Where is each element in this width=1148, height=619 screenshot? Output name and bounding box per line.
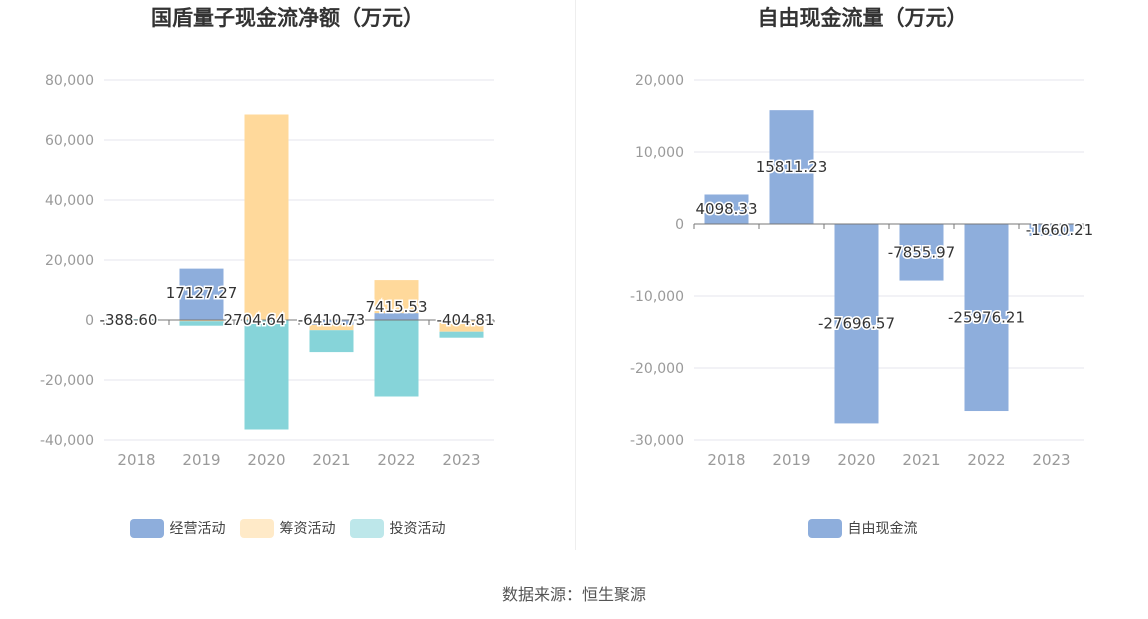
x-tick-label: 2018 xyxy=(707,451,745,469)
x-tick-label: 2022 xyxy=(377,451,415,469)
cash-flow-net-panel: 国盾量子现金流净额（万元） 80,000 60,000 40,000 20,000 0-… xyxy=(0,0,575,560)
data-label: -388.60 xyxy=(100,311,158,329)
data-label: -1660.21 xyxy=(1026,221,1093,239)
data-label: 4098.33 xyxy=(695,200,757,218)
legend-swatch xyxy=(129,518,164,538)
data-label: 15811.23 xyxy=(756,158,828,176)
y-tick-label: 20,000 xyxy=(45,253,94,269)
bar xyxy=(374,320,419,397)
bar xyxy=(704,194,749,224)
bar xyxy=(374,313,419,320)
bar xyxy=(309,330,354,353)
x-tick-label: 2020 xyxy=(837,451,875,469)
legend-item-free-cash-flow[interactable]: 自由现金流 xyxy=(807,518,918,538)
bar xyxy=(769,110,814,224)
legend-item-operating[interactable]: 经营活动 xyxy=(129,518,226,538)
free-cash-flow-chart: 20,000 10,000 0 -10,000 -20,000 -30,000 2018 20… xyxy=(630,73,1095,469)
y-tick-label: 0 xyxy=(675,217,684,233)
bar xyxy=(439,331,484,338)
y-tick-label: 0 xyxy=(85,313,94,329)
free-cash-flow-panel: 自由现金流量（万元） 20,000 10,000 0 -10,000 -20,000 -3… xyxy=(577,0,1148,560)
data-label: -6410.73 xyxy=(298,311,365,329)
data-label: 17127.27 xyxy=(166,284,238,302)
bar xyxy=(179,321,224,326)
legend-item-investing[interactable]: 投资活动 xyxy=(349,518,446,538)
x-tick-label: 2022 xyxy=(967,451,1005,469)
y-tick-label: -10,000 xyxy=(630,289,684,305)
data-label: -404.81 xyxy=(437,311,495,329)
legend-label: 投资活动 xyxy=(389,521,446,537)
legend-label: 自由现金流 xyxy=(847,521,918,537)
free-cash-flow-legend: 自由现金流 xyxy=(577,518,1148,538)
panel-divider xyxy=(575,0,576,550)
bar xyxy=(1029,224,1074,236)
x-tick-label: 2023 xyxy=(1032,451,1070,469)
data-label: 7415.53 xyxy=(365,298,427,316)
chart-title: 自由现金流量（万元） xyxy=(757,6,968,30)
bar xyxy=(244,114,289,320)
bar xyxy=(179,320,224,322)
y-tick-label: 40,000 xyxy=(45,193,94,209)
bar xyxy=(834,224,879,424)
y-tick-label: -30,000 xyxy=(630,433,684,449)
x-tick-label: 2020 xyxy=(247,451,285,469)
legend-swatch xyxy=(807,518,842,538)
bar xyxy=(244,320,289,430)
legend-item-financing[interactable]: 筹资活动 xyxy=(239,518,336,538)
y-tick-label: -40,000 xyxy=(40,433,94,449)
x-tick-label: 2019 xyxy=(772,451,810,469)
x-tick-label: 2018 xyxy=(117,451,155,469)
y-tick-label: 10,000 xyxy=(635,145,684,161)
bar xyxy=(179,268,224,320)
x-tick-label: 2023 xyxy=(442,451,480,469)
data-label: -7855.97 xyxy=(888,243,955,261)
bar xyxy=(964,224,1009,412)
y-tick-label: -20,000 xyxy=(40,373,94,389)
x-tick-label: 2019 xyxy=(182,451,220,469)
bar xyxy=(374,280,419,314)
bar xyxy=(309,324,354,331)
y-tick-label: -20,000 xyxy=(630,361,684,377)
data-label: 2704.64 xyxy=(223,311,285,329)
x-tick-label: 2021 xyxy=(902,451,940,469)
cash-flow-net-legend: 经营活动 筹资活动 投资活动 xyxy=(0,518,575,538)
chart-title: 国盾量子现金流净额（万元） xyxy=(151,6,424,30)
y-tick-label: 60,000 xyxy=(45,133,94,149)
bar xyxy=(439,320,484,332)
legend-label: 经营活动 xyxy=(169,521,226,537)
y-tick-label: 80,000 xyxy=(45,73,94,89)
bar xyxy=(309,320,354,325)
data-source: 数据来源：恒生聚源 xyxy=(501,585,646,604)
data-label: -25976.21 xyxy=(948,309,1025,327)
legend-swatch xyxy=(349,518,384,538)
x-tick-label: 2021 xyxy=(312,451,350,469)
legend-label: 筹资活动 xyxy=(279,521,336,537)
cash-flow-net-chart: 80,000 60,000 40,000 20,000 0 -20,000 -40,000 2… xyxy=(40,73,496,469)
data-label: -27696.57 xyxy=(818,315,895,333)
bar xyxy=(899,224,944,281)
y-tick-label: 20,000 xyxy=(635,73,684,89)
legend-swatch xyxy=(239,518,274,538)
